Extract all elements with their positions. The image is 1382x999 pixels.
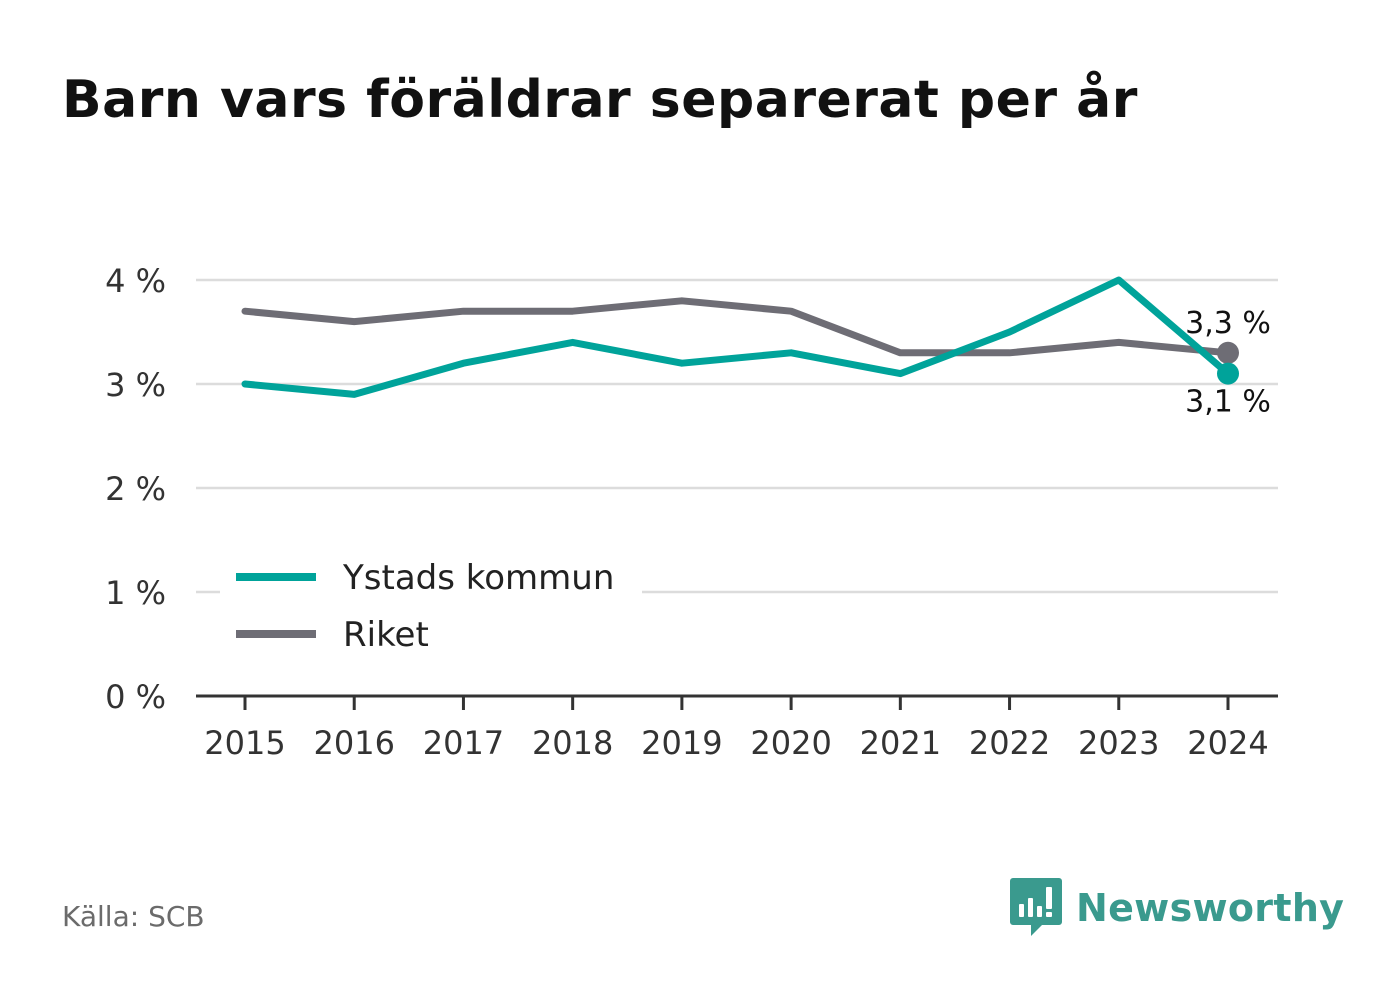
brand-logo: Newsworthy	[1010, 878, 1344, 938]
x-tick-label: 2016	[314, 724, 395, 762]
bar-chart-speech-bubble-icon	[1010, 878, 1062, 936]
x-tick-label: 2023	[1078, 724, 1159, 762]
y-tick-label: 3 %	[105, 366, 166, 404]
y-tick-label: 1 %	[105, 574, 166, 612]
legend: Ystads kommun Riket	[220, 545, 642, 663]
x-tick-label: 2024	[1187, 724, 1268, 762]
x-tick-label: 2018	[532, 724, 613, 762]
y-tick-label: 2 %	[105, 470, 166, 508]
series-end-point	[1217, 362, 1239, 385]
series-line	[241, 276, 1232, 398]
chart-title: Barn vars föräldrar separerat per år	[62, 70, 1138, 130]
series-lines	[241, 276, 1239, 398]
y-axis-ticks: 0 % 1 % 2 % 3 % 4 %	[105, 262, 166, 716]
source-note: Källa: SCB	[62, 900, 205, 933]
x-tick-label: 2015	[204, 724, 285, 762]
series-line	[241, 297, 1232, 357]
legend-background	[220, 545, 642, 663]
y-tick-label: 4 %	[105, 262, 166, 300]
x-tick-label: 2021	[860, 724, 941, 762]
end-value-label: 3,1 %	[1185, 385, 1271, 420]
series-end-point	[1217, 341, 1239, 364]
end-labels: 3,3 % 3,1 %	[1185, 306, 1271, 420]
x-tick-label: 2019	[641, 724, 722, 762]
x-tick-label: 2022	[969, 724, 1050, 762]
x-tick-label: 2017	[423, 724, 504, 762]
legend-label: Ystads kommun	[342, 558, 614, 598]
end-value-label: 3,3 %	[1185, 306, 1271, 341]
x-tick-label: 2020	[750, 724, 831, 762]
brand-name: Newsworthy	[1076, 886, 1345, 930]
y-tick-label: 0 %	[105, 678, 166, 716]
line-chart: 0 % 1 % 2 % 3 % 4 % 2015 2016 2017 2018 2019 2020…	[105, 262, 1278, 762]
legend-label: Riket	[343, 615, 429, 655]
x-axis: 2015 2016 2017 2018 2019 2020 2021 2022 2023 2024	[196, 694, 1278, 762]
